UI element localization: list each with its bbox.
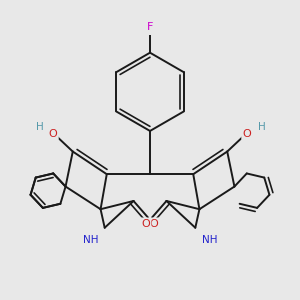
Text: O: O [142, 219, 150, 229]
Text: NH: NH [82, 235, 98, 245]
Text: H: H [36, 122, 44, 132]
Text: O: O [242, 129, 251, 139]
Text: H: H [258, 122, 266, 132]
Text: O: O [49, 129, 58, 139]
Text: NH: NH [202, 235, 218, 245]
Text: O: O [150, 219, 158, 229]
Text: F: F [147, 22, 153, 32]
